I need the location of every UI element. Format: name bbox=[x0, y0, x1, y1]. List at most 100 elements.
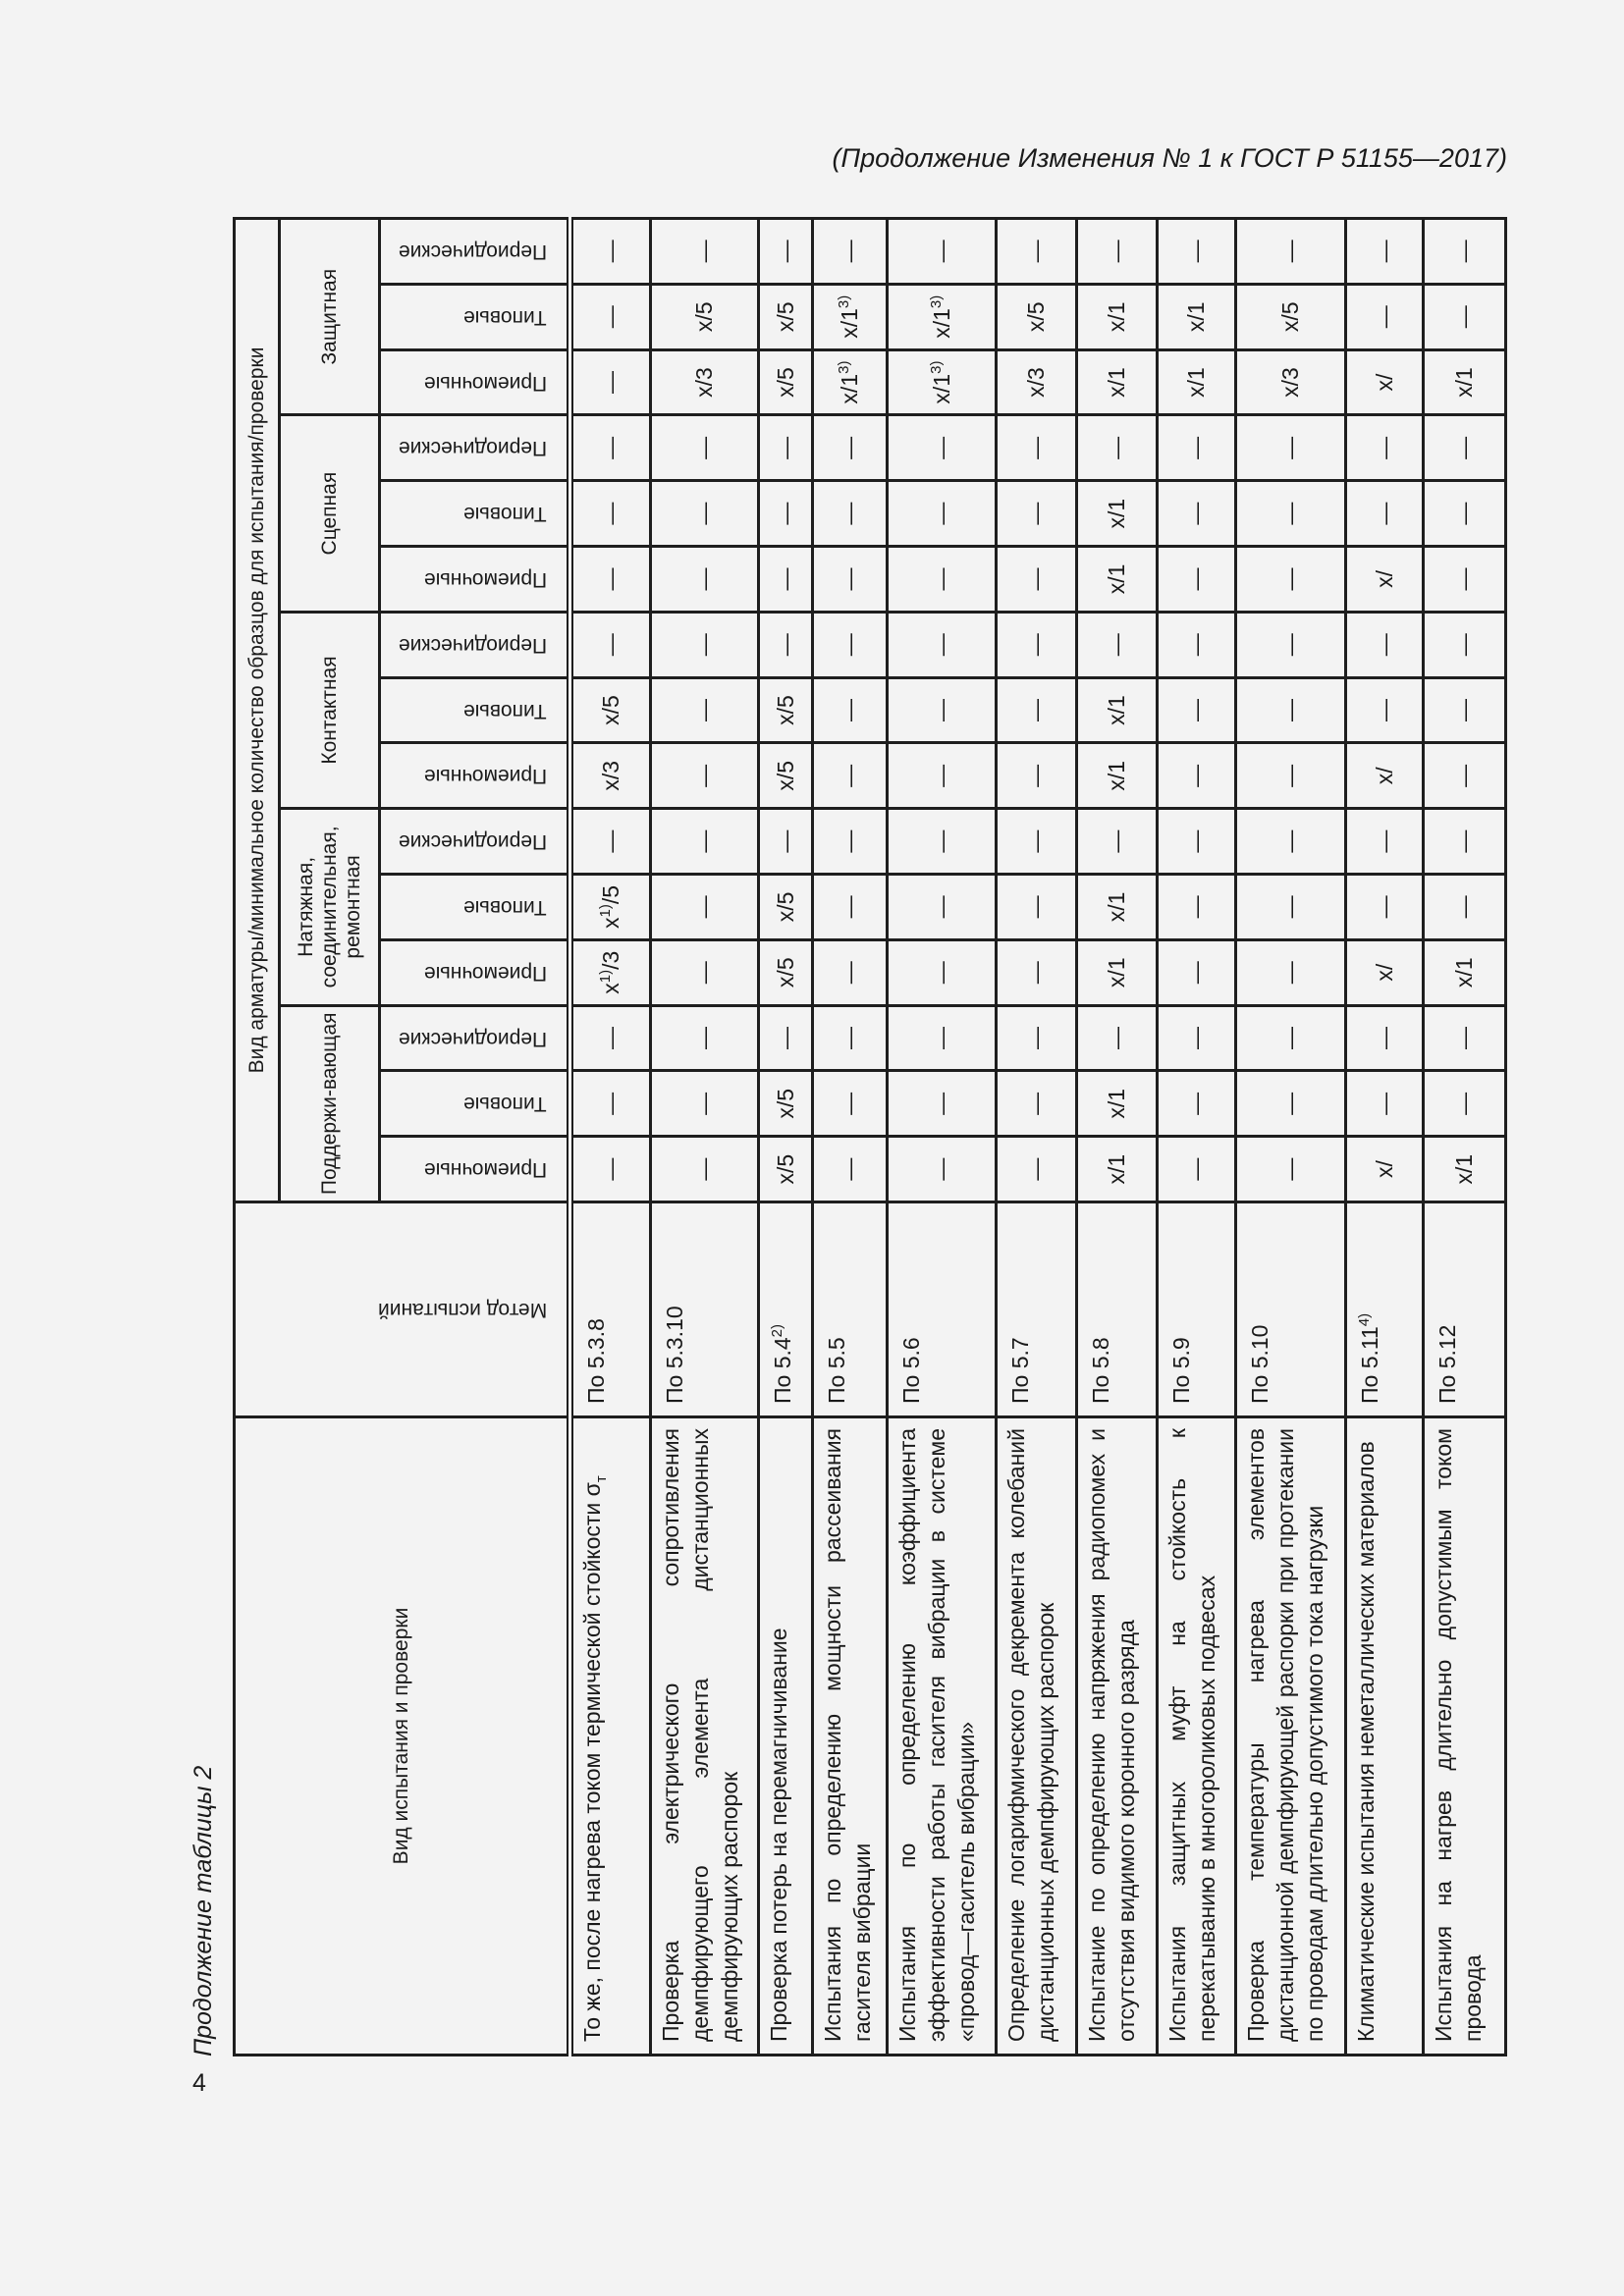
sample-count: — bbox=[1277, 829, 1303, 853]
sample-count: — bbox=[1183, 436, 1209, 459]
sample-count-cell: — bbox=[1235, 939, 1346, 1006]
sample-count-cell: — bbox=[650, 874, 759, 940]
test-name-text: Климатические испытания неметаллических … bbox=[1353, 1441, 1379, 2042]
sample-count-cell: — bbox=[569, 284, 651, 350]
sample-count-cell: — bbox=[996, 939, 1077, 1006]
running-head: (Продолжение Изменения № 1 к ГОСТ Р 5115… bbox=[832, 143, 1507, 173]
test-name: Испытания на нагрев длительно допустимым… bbox=[1423, 1416, 1506, 2056]
sample-count: — bbox=[1183, 633, 1209, 657]
test-method-text: По 5.9 bbox=[1168, 1337, 1194, 1404]
sample-count: x/5 bbox=[772, 760, 798, 791]
sample-count: — bbox=[691, 764, 717, 787]
test-name: То же, после нагрева током термической с… bbox=[569, 1416, 651, 2056]
sample-count: — bbox=[691, 436, 717, 459]
sample-count-cell: — bbox=[812, 612, 888, 678]
header-group: Сцепная bbox=[279, 414, 380, 613]
sample-count: x/3 bbox=[691, 367, 717, 398]
footnote-ref: 2) bbox=[769, 1323, 785, 1338]
sample-count: — bbox=[598, 829, 623, 853]
sample-count: — bbox=[1451, 1092, 1477, 1115]
sample-count: — bbox=[928, 699, 954, 722]
sample-count: — bbox=[1451, 305, 1477, 329]
test-method: По 5.114) bbox=[1345, 1201, 1424, 1417]
table-row: Проверка температуры нагрева элементов д… bbox=[1235, 218, 1346, 2056]
sample-count-cell: — bbox=[758, 480, 813, 547]
sample-count-cell: x1)/5 bbox=[569, 874, 651, 940]
sample-count: — bbox=[772, 240, 798, 263]
sample-count: — bbox=[1277, 633, 1303, 657]
test-name: Проверка электрического сопротивления де… bbox=[650, 1416, 759, 2056]
sample-count-cell: — bbox=[887, 939, 997, 1006]
footnote-ref: 3) bbox=[927, 360, 945, 374]
sample-count: — bbox=[598, 1027, 623, 1050]
sample-count: — bbox=[691, 829, 717, 853]
sample-count: — bbox=[691, 895, 717, 919]
sample-count: — bbox=[928, 1157, 954, 1181]
test-name-text: Испытания на нагрев длительно допустимым… bbox=[1431, 1428, 1486, 2042]
sample-count: x/5 bbox=[772, 1088, 798, 1119]
sample-count: — bbox=[598, 371, 623, 395]
sample-count: x/5 bbox=[772, 301, 798, 333]
sample-count: — bbox=[1451, 895, 1477, 919]
header-group: Контактная bbox=[279, 612, 380, 809]
sample-count-cell: x/1 bbox=[1157, 284, 1236, 350]
sample-count: — bbox=[772, 829, 798, 853]
sample-count: — bbox=[1023, 699, 1049, 722]
sample-count-cell: x/13) bbox=[887, 349, 997, 415]
sample-count-cell: — bbox=[569, 1070, 651, 1137]
sample-count-cell: — bbox=[650, 414, 759, 481]
sample-count-cell: — bbox=[1235, 1005, 1346, 1071]
sample-count-cell: — bbox=[1423, 218, 1506, 285]
sample-count: x/ bbox=[1371, 767, 1397, 785]
sample-count: — bbox=[772, 502, 798, 525]
test-method-text: По 5.8 bbox=[1088, 1337, 1113, 1404]
sample-count: — bbox=[928, 633, 954, 657]
sample-count-cell: — bbox=[758, 414, 813, 481]
sample-count: x/5 bbox=[1023, 301, 1049, 333]
sample-count: — bbox=[1371, 305, 1397, 329]
table-row: Испытание по определению напряжения ради… bbox=[1076, 218, 1158, 2056]
sample-count-cell: x/ bbox=[1345, 742, 1424, 809]
sample-count: — bbox=[1451, 764, 1477, 787]
sample-count-cell: — bbox=[1157, 1070, 1236, 1137]
sample-count: — bbox=[691, 1157, 717, 1181]
test-name-text: То же, после нагрева током термической с… bbox=[579, 1482, 605, 2042]
sample-count-cell: — bbox=[996, 1070, 1077, 1137]
sample-count: — bbox=[772, 1027, 798, 1050]
sample-count: — bbox=[1277, 1157, 1303, 1181]
test-method-text: По 5.7 bbox=[1007, 1337, 1033, 1404]
sample-count: x/1 bbox=[1104, 301, 1129, 333]
sample-count-cell: — bbox=[1423, 284, 1506, 350]
sample-count-cell: — bbox=[996, 742, 1077, 809]
sample-count: — bbox=[1371, 240, 1397, 263]
sample-count-cell: — bbox=[758, 1005, 813, 1071]
sample-count-cell: — bbox=[887, 414, 997, 481]
sample-count: — bbox=[1451, 436, 1477, 459]
sample-count-cell: — bbox=[1157, 1136, 1236, 1202]
sample-count: x bbox=[598, 917, 623, 929]
sample-count-cell: x/3 bbox=[650, 349, 759, 415]
header-subcolumn: Приемочные bbox=[379, 546, 570, 613]
sample-count-cell: x/5 bbox=[758, 349, 813, 415]
test-table-rotated: Вид испытания и проверки Метод испытаний… bbox=[233, 218, 1507, 2056]
header-subcolumn-label: Периодические bbox=[398, 437, 547, 460]
sample-count-cell: — bbox=[1157, 677, 1236, 743]
sample-count-cell: — bbox=[1076, 612, 1158, 678]
sample-count-cell: — bbox=[1157, 546, 1236, 613]
sample-count-cell: — bbox=[650, 1136, 759, 1202]
sample-count-cell: — bbox=[1345, 414, 1424, 481]
sample-count-cell: — bbox=[1157, 480, 1236, 547]
sample-count: x/1 bbox=[837, 373, 862, 404]
sample-count: x/1 bbox=[1104, 1153, 1129, 1185]
test-name: Климатические испытания неметаллических … bbox=[1345, 1416, 1424, 2056]
test-method: По 5.8 bbox=[1076, 1201, 1158, 1417]
sample-count: — bbox=[598, 305, 623, 329]
sample-count: — bbox=[928, 961, 954, 985]
header-group: Натяжная, соединительная, ремонтная bbox=[279, 808, 380, 1006]
sample-count-cell: — bbox=[569, 480, 651, 547]
sample-count-cell: x/1 bbox=[1076, 480, 1158, 547]
sample-count-cell: — bbox=[1157, 1005, 1236, 1071]
sample-count-cell: — bbox=[1076, 808, 1158, 875]
sample-count: — bbox=[1371, 633, 1397, 657]
sample-count-cell: — bbox=[1345, 677, 1424, 743]
